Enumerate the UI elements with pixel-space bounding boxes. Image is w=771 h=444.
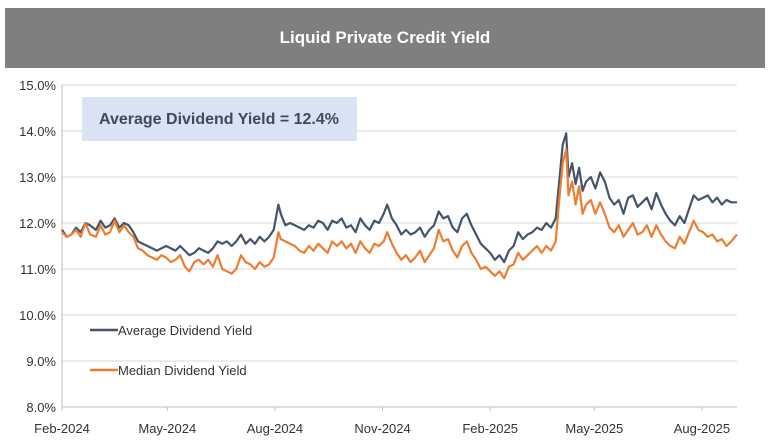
x-tick-label: Feb-2024: [34, 421, 90, 436]
x-tick-label: Nov-2024: [354, 421, 410, 436]
x-tick-label: May-2025: [565, 421, 623, 436]
series-lines: [61, 132, 738, 280]
x-tick-label: Aug-2025: [674, 421, 730, 436]
x-tick-label: May-2024: [138, 421, 196, 436]
legend-item-average: Average Dividend Yield: [90, 323, 252, 338]
x-axis-ticks: Feb-2024 May-2024 Aug-2024 Nov-2024 Feb-2025…: [34, 407, 730, 436]
y-tick-label: 9.0%: [26, 354, 56, 369]
y-axis-ticks: 8.0% 9.0% 10.0% 11.0% 12.0% 13.0% 14.0% 15.0%: [19, 78, 56, 415]
y-tick-label: 10.0%: [19, 308, 56, 323]
y-tick-label: 13.0%: [19, 170, 56, 185]
x-tick-label: Aug-2024: [247, 421, 303, 436]
x-tick-label: Feb-2025: [462, 421, 518, 436]
annotation-box: Average Dividend Yield = 12.4%: [82, 97, 357, 141]
annotation-background: [82, 97, 357, 141]
legend-label-average: Average Dividend Yield: [118, 323, 252, 338]
y-tick-label: 12.0%: [19, 216, 56, 231]
legend: Average Dividend Yield Median Dividend Y…: [90, 323, 252, 378]
legend-label-median: Median Dividend Yield: [118, 363, 247, 378]
series-line-average: [61, 132, 737, 264]
y-tick-label: 8.0%: [26, 400, 56, 415]
y-tick-label: 11.0%: [20, 262, 56, 277]
legend-item-median: Median Dividend Yield: [90, 363, 247, 378]
y-tick-label: 15.0%: [19, 78, 56, 93]
annotation-text: Average Dividend Yield = 12.4%: [99, 111, 339, 128]
series-line-median: [61, 148, 738, 280]
chart-title: Liquid Private Credit Yield: [5, 8, 765, 68]
y-tick-label: 14.0%: [19, 124, 56, 139]
gridlines: [61, 84, 737, 408]
